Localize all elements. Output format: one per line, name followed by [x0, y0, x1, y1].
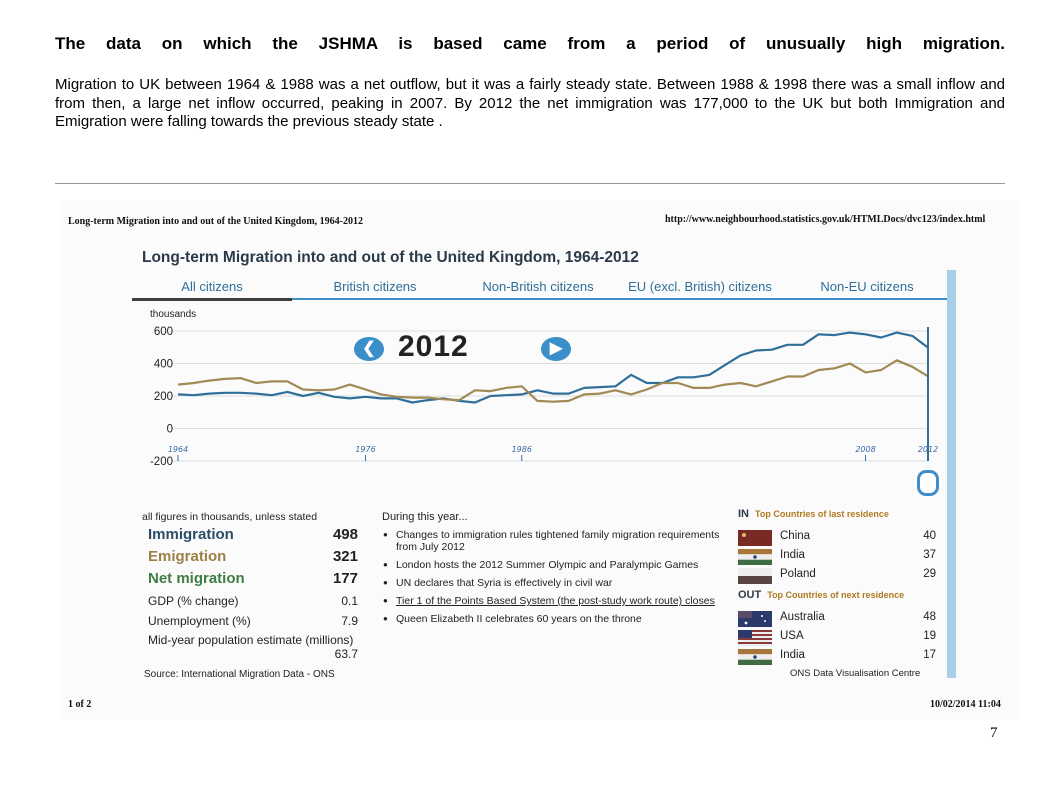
- printout-title: Long-term Migration into and out of the …: [68, 216, 363, 227]
- stat-label: Emigration: [148, 548, 227, 565]
- country-row: Poland 29: [738, 566, 940, 584]
- y-tick-label: -200: [150, 456, 173, 468]
- tab-all-citizens[interactable]: All citizens: [181, 279, 243, 294]
- intro-paragraph: Migration to UK between 1964 & 1988 was …: [55, 76, 1005, 130]
- visualisation-title: Long-term Migration into and out of the …: [142, 249, 639, 266]
- y-tick-label: 0: [167, 424, 173, 436]
- tab-underline: [132, 298, 950, 300]
- y-axis-label: thousands: [150, 309, 196, 320]
- country-row: India 37: [738, 547, 940, 565]
- y-tick-label: 600: [154, 326, 173, 338]
- stat-emigration: Emigration 321: [148, 548, 358, 565]
- out-countries-heading: OUT Top Countries of next residence: [738, 589, 905, 601]
- series-line-immigration: [177, 331, 929, 404]
- year-slider-track[interactable]: [947, 270, 956, 678]
- stat-value: 0.1: [341, 594, 358, 608]
- stat-label: Mid-year population estimate (millions): [148, 633, 354, 647]
- stat-label: Unemployment (%): [148, 614, 251, 628]
- selected-year: 2012: [398, 330, 469, 363]
- australia-flag-icon: [738, 611, 772, 627]
- tab-non-eu-citizens[interactable]: Non-EU citizens: [820, 279, 914, 294]
- stat-net-migration: Net migration 177: [148, 570, 358, 587]
- poland-flag-icon: [738, 568, 772, 584]
- scanned-printout: Long-term Migration into and out of the …: [60, 200, 1020, 720]
- stats-caption: all figures in thousands, unless stated: [142, 511, 318, 523]
- data-source: Source: International Migration Data - O…: [144, 669, 335, 680]
- stat-unemployment: Unemployment (%) 7.9: [148, 614, 358, 628]
- y-tick-label: 400: [154, 359, 173, 371]
- event-item: UN declares that Syria is effectively in…: [382, 577, 720, 589]
- stat-gdp: GDP (% change) 0.1: [148, 594, 358, 608]
- printout-timestamp: 10/02/2014 11:04: [930, 699, 1001, 710]
- usa-flag-icon: [738, 630, 772, 646]
- printout-page-count: 1 of 2: [68, 699, 92, 710]
- stat-value: 321: [332, 548, 358, 565]
- country-row: India 17: [738, 647, 940, 665]
- ons-credit: ONS Data Visualisation Centre: [790, 668, 921, 679]
- country-row: China 40: [738, 528, 940, 546]
- tab-eu-citizens[interactable]: EU (excl. British) citizens: [628, 279, 772, 294]
- event-link[interactable]: Tier 1 of the Points Based System (the p…: [382, 595, 720, 607]
- events-list: Changes to immigration rules tightened f…: [382, 529, 720, 631]
- handwritten-year-label: 2012: [918, 445, 938, 454]
- country-row: USA 19: [738, 628, 940, 646]
- stat-value: 177: [332, 570, 358, 587]
- slide-heading: The data on which the JSHMA is based cam…: [55, 34, 1005, 53]
- stat-value: 7.9: [341, 614, 358, 628]
- stat-label: GDP (% change): [148, 594, 239, 608]
- china-flag-icon: [738, 530, 772, 546]
- tab-british-citizens[interactable]: British citizens: [333, 279, 417, 294]
- in-countries-heading: IN Top Countries of last residence: [738, 508, 889, 520]
- tab-non-british-citizens[interactable]: Non-British citizens: [482, 279, 594, 294]
- printout-url: http://www.neighbourhood.statistics.gov.…: [665, 214, 986, 225]
- stat-label: Immigration: [148, 526, 234, 543]
- stat-label: Net migration: [148, 570, 245, 587]
- y-tick-label: 200: [154, 391, 173, 403]
- india-flag-icon: [738, 649, 772, 665]
- handwritten-year-label: 1976: [355, 445, 375, 454]
- year-slider-handle[interactable]: [917, 470, 939, 496]
- chevron-left-icon[interactable]: ❮: [354, 337, 384, 361]
- event-item: Changes to immigration rules tightened f…: [382, 529, 720, 553]
- stat-population: Mid-year population estimate (millions) …: [148, 633, 358, 661]
- active-tab-indicator: [132, 298, 292, 301]
- migration-line-chart: thousands 600 400 200 0 -200 1964 1976 1986 2008 2…: [150, 309, 938, 468]
- stat-value: 63.7: [334, 647, 358, 661]
- stat-value: 498: [332, 526, 358, 543]
- page-number: 7: [990, 725, 998, 741]
- chevron-right-icon[interactable]: ▶: [541, 337, 571, 361]
- divider: [55, 183, 1005, 184]
- event-item: Queen Elizabeth II celebrates 60 years o…: [382, 613, 720, 625]
- series-line-emigration: [177, 359, 929, 403]
- handwritten-year-label: 2008: [855, 445, 875, 454]
- handwritten-year-label: 1964: [168, 445, 188, 454]
- events-title: During this year...: [382, 511, 468, 523]
- event-item: London hosts the 2012 Summer Olympic and…: [382, 559, 720, 571]
- handwritten-year-label: 1986: [512, 445, 532, 454]
- stat-immigration: Immigration 498: [148, 526, 358, 543]
- country-row: Australia 48: [738, 609, 940, 627]
- india-flag-icon: [738, 549, 772, 565]
